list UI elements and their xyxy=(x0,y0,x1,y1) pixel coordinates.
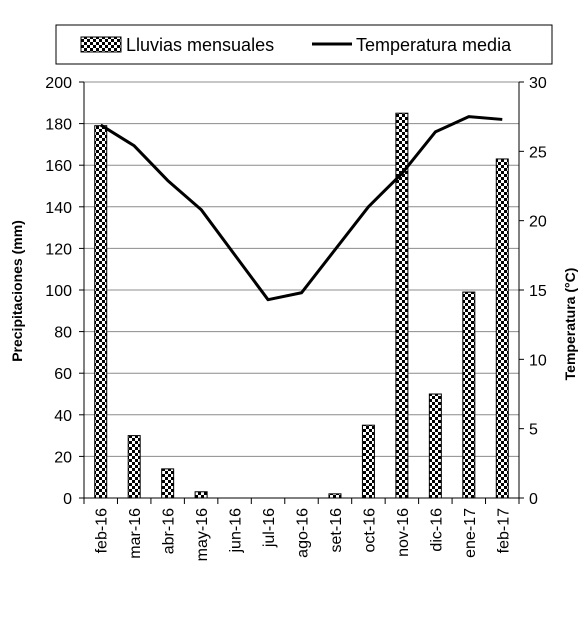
right-tick-label: 15 xyxy=(529,283,547,300)
x-tick-label: mar-16 xyxy=(127,508,144,559)
left-tick-label: 120 xyxy=(45,241,72,258)
right-tick-label: 25 xyxy=(529,144,547,161)
x-tick-label: may-16 xyxy=(194,508,211,561)
precipitation-bar xyxy=(361,424,375,499)
left-tick-label: 60 xyxy=(54,366,72,383)
x-tick-label: nov-16 xyxy=(395,508,412,557)
left-tick-label: 0 xyxy=(63,491,72,508)
temperature-line xyxy=(99,115,503,302)
x-tick-label: jul-16 xyxy=(261,508,278,548)
precipitation-bar xyxy=(161,468,175,499)
left-tick-label: 100 xyxy=(45,283,72,300)
precipitation-bar xyxy=(495,158,509,499)
precipitation-bar xyxy=(428,393,442,499)
legend-box xyxy=(55,24,553,65)
legend-swatch-bars xyxy=(80,36,122,53)
precipitation-bar xyxy=(127,435,141,499)
left-tick-label: 160 xyxy=(45,158,72,175)
precipitation-bar xyxy=(395,112,409,499)
legend: Lluvias mensuales Temperatura media xyxy=(55,24,553,65)
y-axis-title: Precipitaciones (mm) xyxy=(9,220,25,362)
left-tick-label: 20 xyxy=(54,449,72,466)
x-tick-label: ene-17 xyxy=(462,508,479,558)
left-tick-label: 200 xyxy=(45,75,72,92)
y2-axis-title: Temperatura (°C) xyxy=(562,268,578,381)
left-axis-ticks: 0 20 40 60 80 100 120 140 160 180 200 xyxy=(45,75,84,508)
x-axis-ticks: feb-16 mar-16 abr-16 may-16 jun-16 jul-16 ago-… xyxy=(83,498,520,561)
right-tick-label: 0 xyxy=(529,491,538,508)
right-tick-label: 5 xyxy=(529,422,538,439)
left-tick-label: 140 xyxy=(45,200,72,217)
x-tick-label: ago-16 xyxy=(295,508,312,558)
gridlines xyxy=(84,81,519,457)
right-tick-label: 20 xyxy=(529,214,547,231)
left-tick-label: 80 xyxy=(54,325,72,342)
right-axis-ticks: 0 5 10 15 20 25 30 xyxy=(519,75,547,508)
x-tick-label: abr-16 xyxy=(161,508,178,554)
left-tick-label: 40 xyxy=(54,408,72,425)
x-tick-label: oct-16 xyxy=(361,508,378,553)
right-tick-label: 10 xyxy=(529,352,547,369)
left-tick-label: 180 xyxy=(45,117,72,134)
x-tick-label: set-16 xyxy=(328,508,345,553)
precipitation-bar xyxy=(328,493,342,499)
right-tick-label: 30 xyxy=(529,75,547,92)
temperature-series-line xyxy=(99,115,503,302)
precipitation-bar xyxy=(194,491,208,499)
x-tick-label: jun-16 xyxy=(228,508,245,554)
x-tick-label: feb-17 xyxy=(495,508,512,553)
legend-label-bars: Lluvias mensuales xyxy=(126,35,274,55)
precipitation-bar xyxy=(94,125,108,499)
legend-label-line: Temperatura media xyxy=(356,35,512,55)
precipitation-bar xyxy=(462,291,476,499)
x-tick-label: feb-16 xyxy=(94,508,111,553)
x-tick-label: dic-16 xyxy=(428,508,445,552)
